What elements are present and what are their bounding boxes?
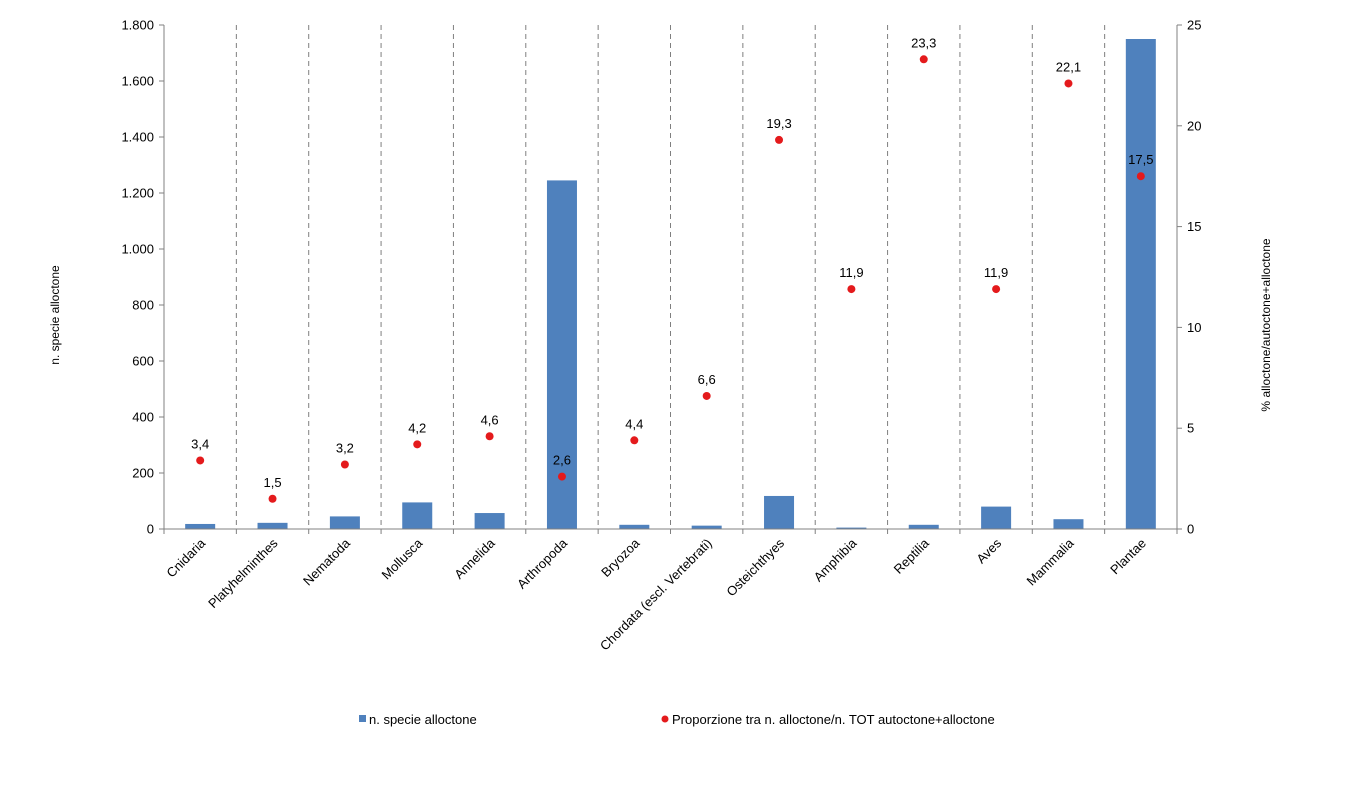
right-tick-label: 5 <box>1187 421 1194 436</box>
category-label: Platyhelminthes <box>205 535 281 611</box>
bar-annelida <box>474 513 505 529</box>
point-data-labels: 3,4 1,5 3,2 4,2 4,6 2,6 4,4 6,6 19,3 11,9 23,3 11,9… <box>191 35 1153 489</box>
proportion-point <box>268 494 277 503</box>
bar-cnidaria <box>185 523 216 529</box>
legend-bar-label: n. specie alloctone <box>369 712 477 727</box>
legend: n. specie alloctone Proporzione tra n. a… <box>359 712 995 727</box>
left-tick-label: 1.000 <box>121 242 154 257</box>
category-label: Osteichthyes <box>723 535 787 599</box>
bar-arthropoda <box>546 180 577 529</box>
right-tick-label: 25 <box>1187 18 1201 33</box>
bar-mollusca <box>402 502 433 529</box>
point-data-label: 11,9 <box>839 265 863 280</box>
proportion-point <box>557 472 566 481</box>
bar-amphibia <box>836 527 867 529</box>
right-axis-ticks: 0 5 10 15 20 25 <box>1177 18 1201 537</box>
point-data-label: 19,3 <box>766 116 791 131</box>
category-label: Mollusca <box>378 535 425 582</box>
category-label: Bryozoa <box>598 535 643 580</box>
proportion-point <box>847 285 856 294</box>
point-data-label: 4,2 <box>408 420 426 435</box>
category-label: Reptilia <box>891 535 933 577</box>
right-axis-title: % alloctone/autoctone+alloctone <box>1259 238 1273 411</box>
right-tick-label: 15 <box>1187 219 1201 234</box>
legend-bar-swatch <box>359 715 366 722</box>
proportion-point <box>702 391 711 400</box>
point-data-label: 23,3 <box>911 35 936 50</box>
left-tick-label: 1.200 <box>121 186 154 201</box>
category-label: Annelida <box>451 535 498 582</box>
point-data-label: 1,5 <box>263 475 281 490</box>
left-tick-label: 800 <box>132 298 154 313</box>
legend-dot-label: Proporzione tra n. alloctone/n. TOT auto… <box>672 712 995 727</box>
left-tick-label: 1.800 <box>121 18 154 33</box>
category-separators <box>235 25 1106 529</box>
point-data-label: 3,2 <box>336 440 354 455</box>
point-data-label: 17,5 <box>1128 152 1153 167</box>
proportion-point <box>630 436 639 445</box>
proportion-point <box>919 55 928 64</box>
proportion-point <box>485 432 494 441</box>
legend-dot-swatch <box>661 715 669 723</box>
point-data-label: 6,6 <box>698 372 716 387</box>
proportion-point <box>413 440 422 449</box>
bar-mammalia <box>1053 519 1084 529</box>
category-label: Aves <box>973 535 1004 566</box>
proportion-point <box>775 135 784 144</box>
proportion-point <box>1064 79 1073 88</box>
bar-aves <box>981 506 1012 529</box>
left-tick-label: 0 <box>147 522 154 537</box>
bar-plantae <box>1125 39 1156 529</box>
category-label: Arthropoda <box>514 535 571 592</box>
right-tick-label: 0 <box>1187 522 1194 537</box>
proportion-series <box>196 55 1145 503</box>
point-data-label: 11,9 <box>984 265 1008 280</box>
point-data-label: 4,4 <box>625 416 643 431</box>
bar-reptilia <box>908 524 939 529</box>
left-axis-ticks: 0 200 400 600 800 1.000 1.200 1.400 1.600 1.800 <box>121 18 164 537</box>
point-data-label: 22,1 <box>1056 59 1081 74</box>
right-tick-label: 10 <box>1187 320 1201 335</box>
left-tick-label: 1.600 <box>121 74 154 89</box>
left-tick-label: 600 <box>132 354 154 369</box>
category-label: Plantae <box>1107 536 1149 578</box>
point-data-label: 4,6 <box>481 412 499 427</box>
bar-series <box>185 39 1156 529</box>
right-tick-label: 20 <box>1187 118 1201 133</box>
left-tick-label: 1.400 <box>121 130 154 145</box>
category-label: Amphibia <box>811 535 860 584</box>
bar-platyhelminthes <box>257 522 288 529</box>
bar-nematoda <box>329 516 360 529</box>
proportion-point <box>340 460 349 469</box>
bar-chordata-escl-vertebrati- <box>691 525 722 529</box>
proportion-point <box>196 456 205 465</box>
proportion-point <box>992 285 1001 294</box>
point-data-label: 3,4 <box>191 436 209 451</box>
proportion-point <box>1136 172 1145 181</box>
category-label: Mammalia <box>1024 535 1078 589</box>
bar-bryozoa <box>619 524 650 529</box>
category-label: Nematoda <box>300 535 354 589</box>
left-tick-label: 200 <box>132 466 154 481</box>
left-axis-title: n. specie alloctone <box>48 265 62 365</box>
axes <box>163 25 1178 534</box>
bar-osteichthyes <box>764 495 795 529</box>
point-data-label: 2,6 <box>553 453 571 468</box>
category-label: Cnidaria <box>163 535 208 580</box>
left-tick-label: 400 <box>132 410 154 425</box>
